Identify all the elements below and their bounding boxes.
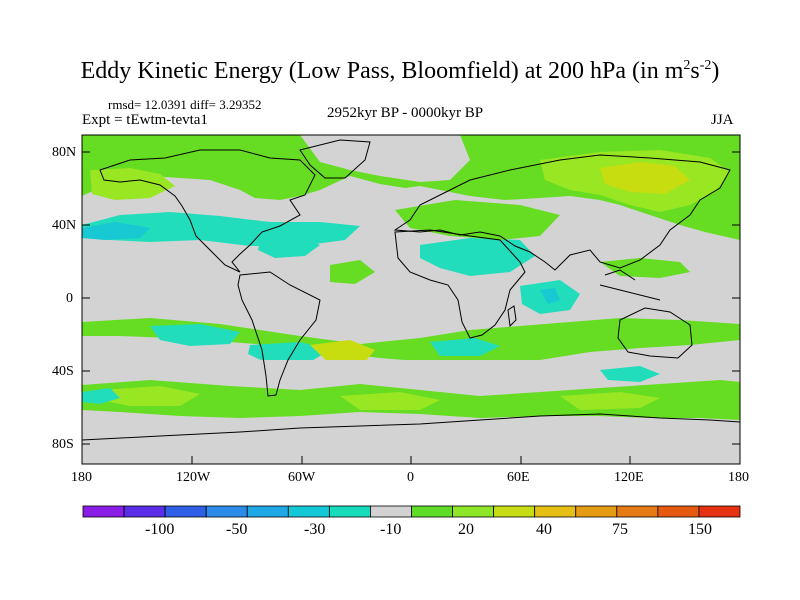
colorbar-box — [657, 505, 700, 518]
colorbar-box — [616, 505, 659, 518]
coast-antarctica — [82, 413, 740, 441]
colorbar-box — [82, 505, 125, 518]
coast-africa — [394, 229, 526, 339]
field-region-nw-america — [90, 168, 175, 200]
field-region-so-neg2 — [600, 366, 660, 382]
lon-ticks — [81, 456, 741, 464]
colorbar-label: -100 — [145, 521, 175, 538]
eke-field — [82, 135, 740, 464]
field-region-atl-pos — [330, 260, 375, 284]
field-region-sh-neg1 — [150, 324, 240, 346]
field-region-na-west-neg — [258, 236, 320, 258]
coast-madagascar — [507, 305, 517, 328]
field-region-so-high3 — [560, 392, 660, 410]
coast-indonesia — [599, 269, 661, 301]
field-region-sh-gray — [82, 360, 740, 380]
colorbar-label: -50 — [226, 521, 248, 538]
field-region-so-high1 — [100, 386, 200, 406]
coast-greenland — [299, 139, 371, 179]
colorbar-box — [123, 505, 166, 518]
colorbar-box — [493, 505, 536, 518]
stats-text: rmsd= 12.0391 diff= 3.29352 — [108, 97, 262, 112]
coastlines — [82, 139, 740, 441]
lon-label-120w: 120W — [176, 470, 211, 485]
field-region-so-high2 — [340, 392, 440, 410]
lat-label-40n: 40N — [52, 218, 77, 233]
lon-label-180e: 180 — [728, 470, 749, 485]
colorbar-box — [370, 505, 412, 518]
colorbar-label: 75 — [612, 521, 628, 538]
colorbar-box — [411, 505, 453, 518]
colorbar-box — [164, 505, 207, 518]
lat-label-80n: 80N — [52, 145, 77, 160]
field-region-io-core — [540, 288, 560, 304]
colorbar-box — [328, 505, 371, 518]
lon-label-60w: 60W — [288, 470, 316, 485]
field-region-sh-pos-atl — [310, 340, 375, 364]
colorbar-box — [205, 505, 248, 518]
lon-label-60e: 60E — [507, 470, 530, 485]
lat-label-0: 0 — [66, 291, 73, 306]
field-region-eurasia-peak — [600, 162, 690, 194]
colorbar-label: -10 — [380, 521, 402, 538]
field-region-wpac-pos — [600, 258, 690, 278]
colorbar-label: -30 — [304, 521, 326, 538]
field-region-antarctic-gray — [82, 425, 740, 464]
lat-ticks — [82, 151, 740, 445]
lon-label-120e: 120E — [614, 470, 644, 485]
map-frame — [81, 134, 741, 465]
lat-label-40s: 40S — [52, 364, 74, 379]
experiment-label: Expt = tEwtm-tevta1 — [82, 112, 208, 128]
coast-europe-asia — [393, 154, 731, 271]
season-label: JJA — [711, 112, 734, 128]
colorbar-box — [246, 505, 289, 518]
colorbar-box — [287, 505, 330, 518]
coast-australia — [617, 307, 693, 359]
lon-label-0: 0 — [407, 470, 414, 485]
field-region-sh-green — [82, 318, 740, 362]
period-label: 2952kyr BP - 0000kyr BP — [326, 105, 484, 121]
lat-label-80s: 80S — [52, 437, 74, 452]
colorbar-label: 40 — [536, 521, 552, 538]
colorbar-box — [452, 505, 495, 518]
coast-north-america — [99, 149, 316, 273]
colorbar-label: 150 — [688, 521, 712, 538]
field-region-arctic-gray — [300, 135, 470, 182]
colorbar-box — [534, 505, 577, 518]
colorbar-box — [575, 505, 618, 518]
plot-title: Eddy Kinetic Energy (Low Pass, Bloomfiel… — [80, 58, 720, 84]
field-region-pacific-neg — [82, 222, 150, 240]
field-region-so-neg — [82, 388, 120, 404]
colorbar-box — [698, 505, 741, 518]
field-region-sh-neg2 — [248, 342, 330, 362]
coast-south-america — [237, 271, 321, 397]
lon-label-180w: 180 — [71, 470, 92, 485]
field-region-sh-neg3 — [430, 338, 500, 356]
colorbar-label: 20 — [458, 521, 474, 538]
colorbar — [82, 505, 741, 518]
